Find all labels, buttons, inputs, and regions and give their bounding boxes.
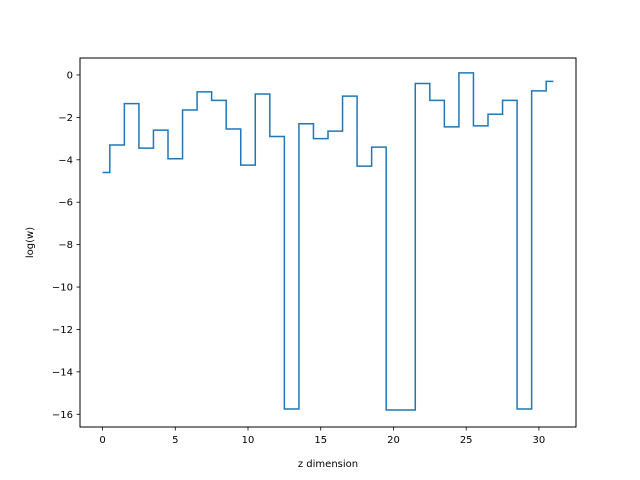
y-tick-label: 0: [67, 70, 73, 81]
y-tick-label: −6: [58, 198, 73, 209]
x-tick-label: 20: [387, 435, 400, 446]
x-axis-label: z dimension: [298, 459, 358, 470]
x-tick-label: 5: [172, 435, 178, 446]
y-tick-label: −16: [52, 410, 73, 421]
x-tick-label: 15: [314, 435, 327, 446]
x-tick-label: 10: [242, 435, 255, 446]
y-tick-label: −2: [58, 113, 73, 124]
y-tick-label: −4: [58, 155, 73, 166]
y-axis-label: log(w): [25, 227, 36, 258]
x-tick-label: 0: [99, 435, 105, 446]
x-tick-label: 25: [460, 435, 473, 446]
y-tick-label: −10: [52, 283, 73, 294]
x-tick-label: 30: [533, 435, 546, 446]
y-tick-label: −8: [58, 240, 73, 251]
y-tick-label: −12: [52, 325, 73, 336]
y-tick-label: −14: [52, 367, 73, 378]
